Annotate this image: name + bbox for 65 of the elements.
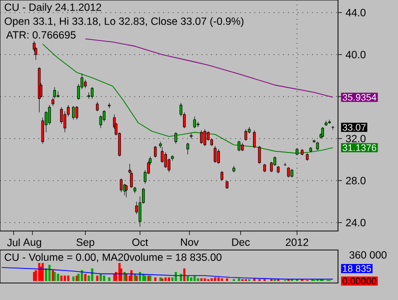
candlestick — [193, 116, 196, 128]
candlestick — [214, 146, 216, 163]
line-series — [42, 44, 334, 154]
candlestick — [72, 106, 75, 120]
y-tick-label: 24.0 — [346, 218, 366, 226]
candlestick — [206, 131, 210, 141]
candlestick — [217, 148, 220, 164]
bar — [108, 277, 110, 281]
line-series — [84, 38, 334, 98]
text: Open 33.1, Hi 33.18, Lo 32.83, Close 33.07 (-0.9%) — [4, 17, 244, 27]
candlestick — [186, 142, 190, 155]
x-tick-label: Oct — [132, 238, 148, 246]
x-tick-label: Dec — [232, 238, 250, 246]
x-tick-label: Aug — [23, 238, 42, 248]
bar — [100, 274, 102, 281]
candlestick — [174, 132, 178, 144]
bar — [103, 276, 106, 281]
bar — [154, 277, 156, 281]
candlestick — [56, 91, 60, 98]
bar — [96, 276, 98, 281]
annotation: 33.07 — [342, 124, 366, 131]
annotation: 35.9354 — [342, 94, 376, 101]
x-tick-label: 2012 — [286, 238, 308, 246]
candlestick — [220, 170, 224, 181]
candlestick — [124, 184, 128, 198]
bar — [67, 276, 70, 281]
candlestick — [238, 140, 240, 152]
candlestick — [196, 122, 200, 128]
candlestick — [120, 178, 123, 192]
candlestick — [99, 115, 102, 128]
bar — [42, 263, 44, 281]
bar — [60, 276, 63, 281]
candlestick — [96, 102, 99, 112]
bar — [190, 277, 192, 281]
annotation: ATR: 0.766695 — [6, 31, 76, 39]
bar — [72, 276, 75, 281]
candlestick — [258, 146, 261, 164]
y-tick-label: 44.0 — [346, 8, 366, 16]
bar — [253, 278, 256, 281]
annotation: 0.00000 — [342, 278, 376, 284]
candlestick — [252, 130, 256, 148]
candlestick — [154, 146, 157, 158]
candlestick — [287, 166, 290, 178]
bar — [84, 274, 86, 281]
candlestick — [75, 106, 78, 120]
bar — [204, 278, 206, 281]
chart-title: CU - Volume = 0.00, MA20volume = 18 835.00 — [4, 253, 222, 262]
annotation: 18 835 — [343, 265, 371, 272]
candlestick — [90, 86, 94, 99]
y-tick-label: 32.0 — [346, 134, 366, 142]
candlestick — [244, 128, 248, 141]
x-tick-label: Jul — [7, 238, 20, 246]
y-tick-label: 28.0 — [346, 176, 366, 184]
bar — [210, 278, 213, 281]
candlestick — [324, 120, 328, 126]
chart-title: CU - Daily 24.1.2012 — [4, 3, 102, 13]
candlestick — [200, 130, 203, 144]
y-tick-label: 40.0 — [346, 50, 366, 58]
x-tick-label: Nov — [181, 238, 199, 246]
bar — [186, 276, 189, 281]
candlestick — [203, 128, 206, 146]
annotation: 31.1376 — [342, 144, 376, 152]
bar — [64, 276, 66, 281]
x-tick-label: Sep — [76, 238, 94, 248]
text: 360 000 — [349, 251, 387, 259]
